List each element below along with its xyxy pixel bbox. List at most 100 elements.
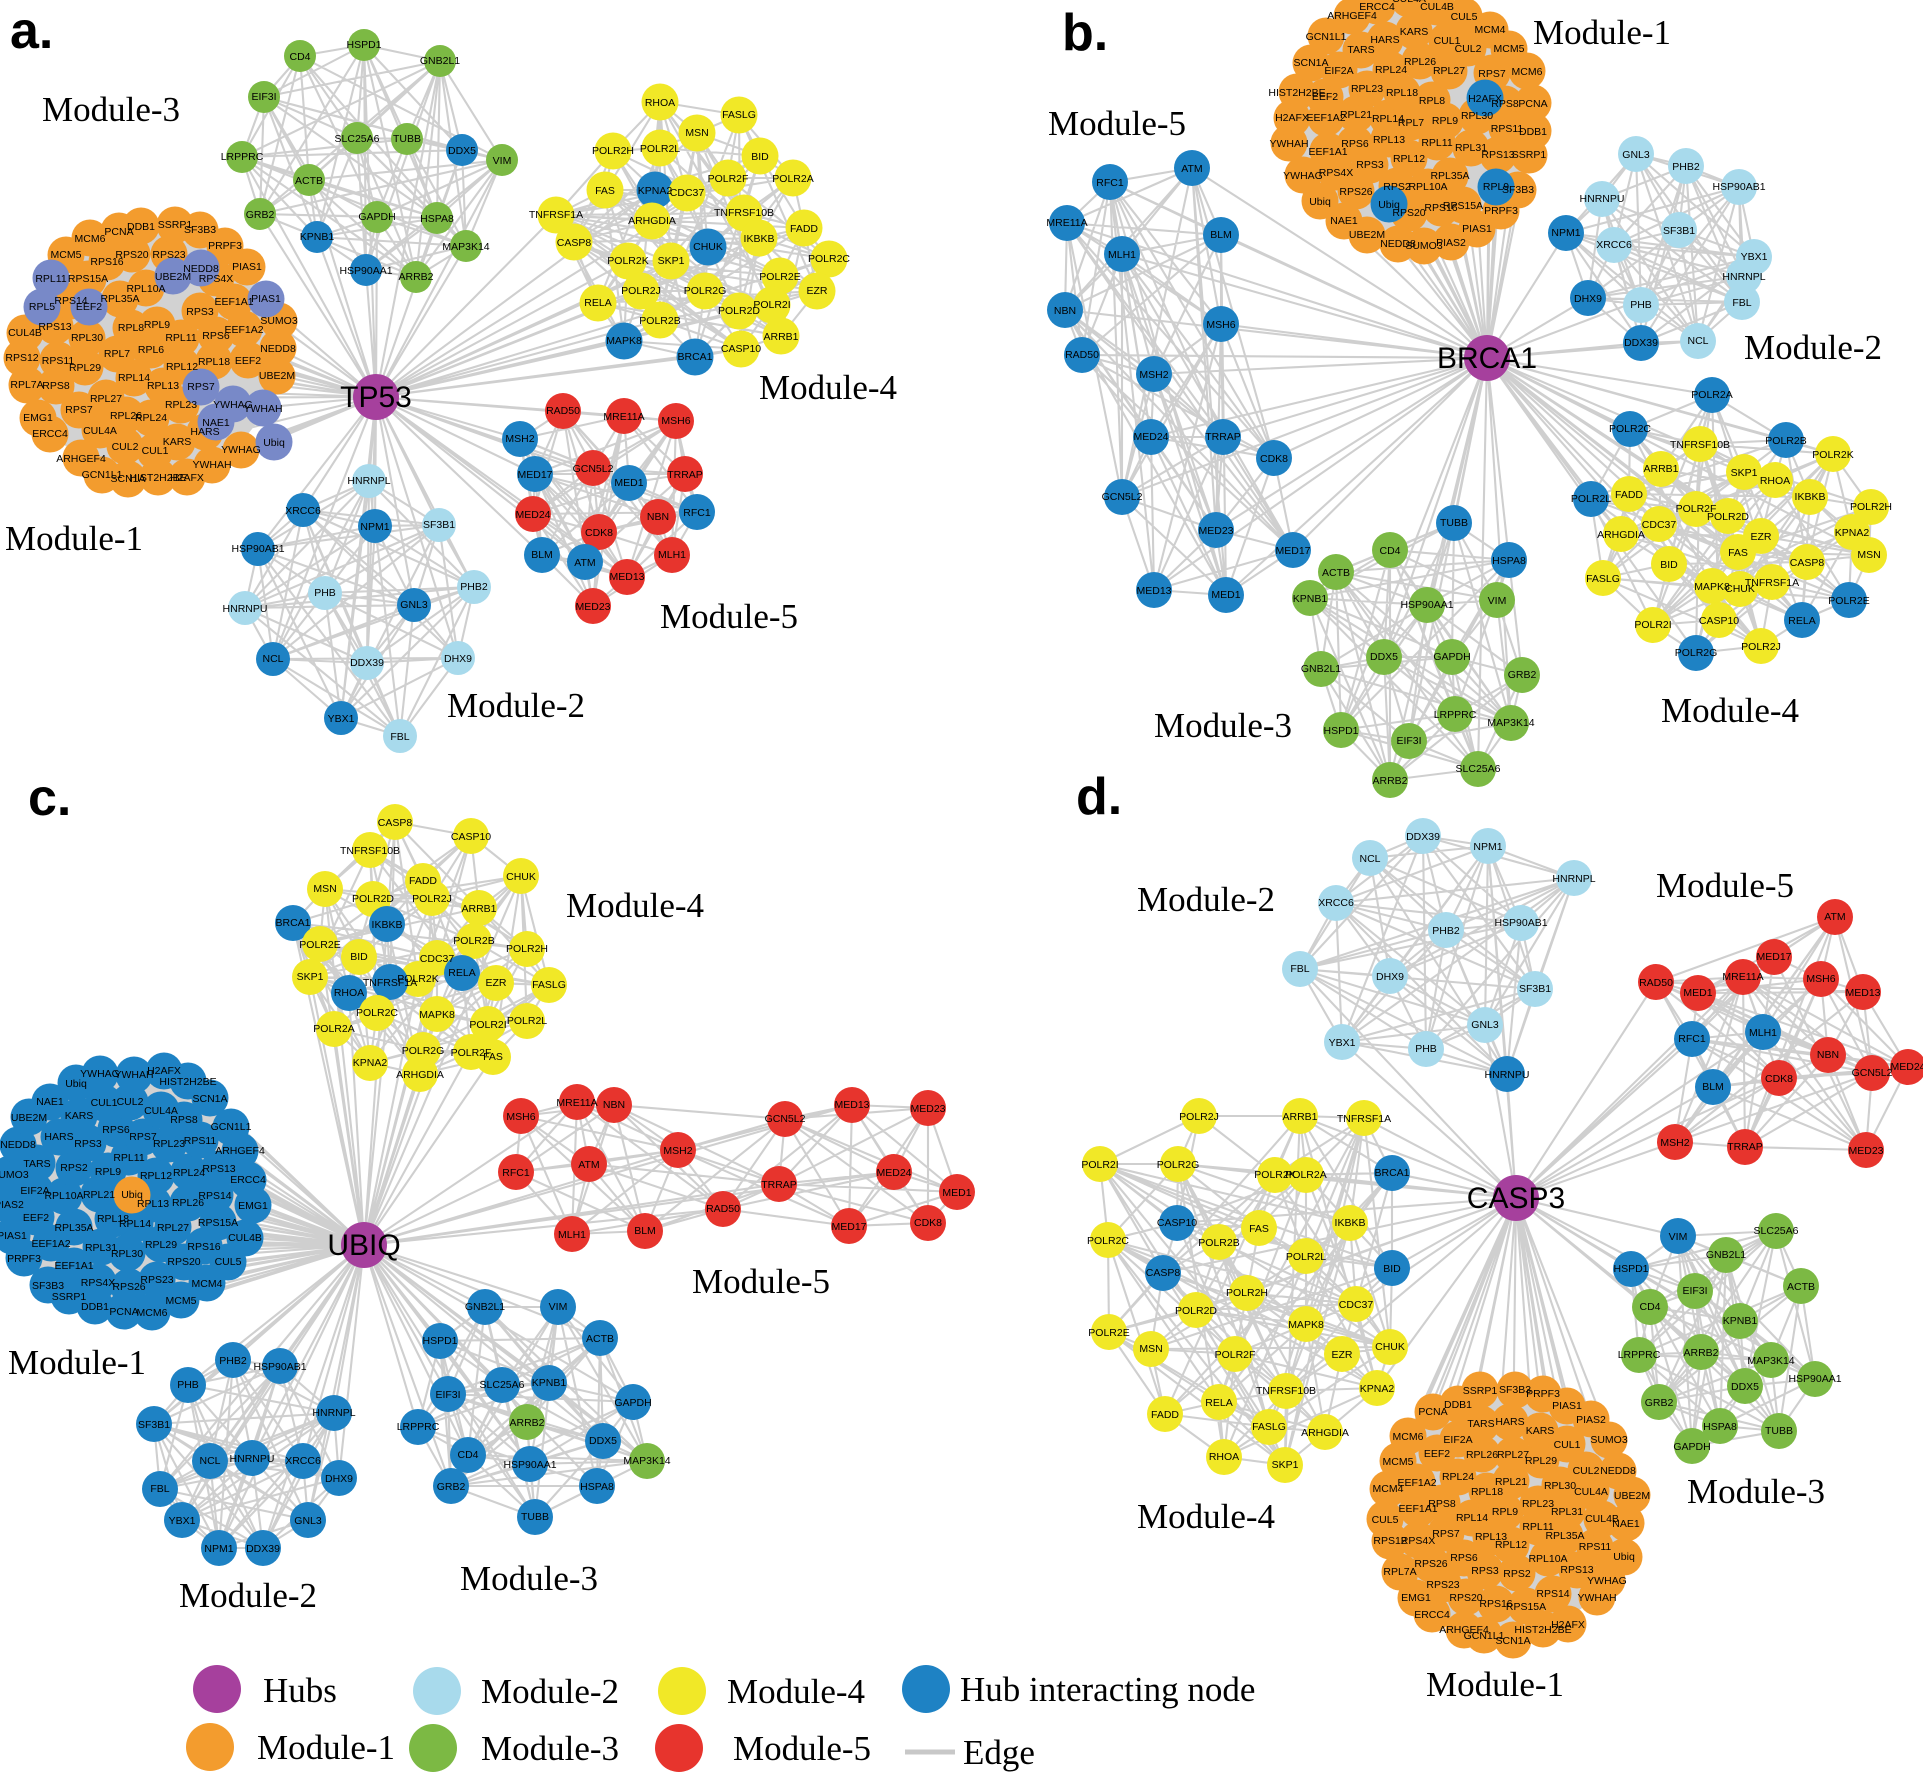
- svg-text:RPL26: RPL26: [1466, 1449, 1498, 1461]
- svg-text:PIAS1: PIAS1: [0, 1230, 27, 1242]
- svg-text:RPL35A: RPL35A: [1430, 170, 1469, 182]
- svg-text:ERCC4: ERCC4: [230, 1174, 266, 1186]
- svg-text:ATM: ATM: [574, 557, 595, 569]
- svg-text:ARHGEF4: ARHGEF4: [215, 1145, 265, 1157]
- svg-text:RPL11: RPL11: [113, 1152, 144, 1164]
- svg-text:CDC37: CDC37: [670, 187, 705, 199]
- svg-text:CASP8: CASP8: [1790, 557, 1825, 569]
- svg-text:c.: c.: [28, 769, 71, 827]
- svg-text:a.: a.: [10, 2, 53, 60]
- svg-text:NPM1: NPM1: [1473, 841, 1502, 853]
- svg-text:TRRAP: TRRAP: [761, 1179, 797, 1191]
- svg-text:RPL24: RPL24: [135, 412, 167, 424]
- svg-text:RELA: RELA: [1788, 615, 1815, 627]
- svg-text:POLR2D: POLR2D: [352, 893, 394, 905]
- svg-text:XRCC6: XRCC6: [1318, 897, 1354, 909]
- svg-text:MCM6: MCM6: [137, 1307, 168, 1319]
- svg-text:HSPD1: HSPD1: [422, 1335, 457, 1347]
- svg-text:YWHAH: YWHAH: [114, 1069, 153, 1081]
- svg-text:RPS23: RPS23: [1426, 1579, 1459, 1591]
- svg-text:RPL35A: RPL35A: [1545, 1530, 1584, 1542]
- svg-text:GCN5L2: GCN5L2: [573, 463, 614, 475]
- svg-text:RPL29: RPL29: [145, 1239, 177, 1251]
- svg-text:MCM4: MCM4: [1373, 1483, 1404, 1495]
- svg-text:MED13: MED13: [834, 1099, 869, 1111]
- svg-text:LRPPRC: LRPPRC: [1618, 1349, 1661, 1361]
- svg-text:RELA: RELA: [584, 297, 611, 309]
- svg-text:EIF2A: EIF2A: [1324, 65, 1353, 77]
- svg-text:SF3B3: SF3B3: [32, 1280, 64, 1292]
- svg-text:EZR: EZR: [1751, 531, 1772, 543]
- svg-text:SSRP1: SSRP1: [1512, 149, 1547, 161]
- svg-text:RPL26: RPL26: [1404, 56, 1436, 68]
- svg-text:RFC1: RFC1: [502, 1167, 530, 1179]
- svg-text:HIST2H2BE: HIST2H2BE: [1268, 87, 1325, 99]
- svg-text:RPL14: RPL14: [119, 1218, 151, 1230]
- svg-text:RPL7A: RPL7A: [1383, 1566, 1416, 1578]
- svg-text:NCL: NCL: [1359, 853, 1380, 865]
- svg-text:Module-3: Module-3: [1154, 706, 1292, 745]
- svg-text:ACTB: ACTB: [295, 175, 323, 187]
- svg-text:RPS6: RPS6: [1450, 1552, 1478, 1564]
- svg-text:SCN1A: SCN1A: [192, 1093, 227, 1105]
- svg-text:RPS14: RPS14: [198, 1190, 231, 1202]
- svg-text:MAPK8: MAPK8: [606, 335, 642, 347]
- svg-text:RHOA: RHOA: [1760, 475, 1790, 487]
- svg-text:CUL4B: CUL4B: [228, 1232, 262, 1244]
- svg-text:PHB2: PHB2: [460, 581, 488, 593]
- svg-text:RPL9: RPL9: [95, 1166, 121, 1178]
- svg-text:POLR2D: POLR2D: [1175, 1305, 1217, 1317]
- svg-text:RPS13: RPS13: [1481, 149, 1514, 161]
- svg-text:MCM6: MCM6: [75, 233, 106, 245]
- svg-text:PIAS1: PIAS1: [1462, 223, 1492, 235]
- svg-text:POLR2H: POLR2H: [506, 943, 548, 955]
- svg-text:ERCC4: ERCC4: [1414, 1609, 1450, 1621]
- svg-text:CUL1: CUL1: [91, 1097, 118, 1109]
- svg-text:HSPD1: HSPD1: [1323, 725, 1358, 737]
- svg-text:DDB1: DDB1: [1444, 1399, 1472, 1411]
- svg-text:RPS8: RPS8: [1491, 98, 1519, 110]
- svg-text:POLR2C: POLR2C: [1609, 423, 1651, 435]
- svg-text:RPL26: RPL26: [110, 410, 142, 422]
- svg-text:Module-2: Module-2: [1744, 328, 1882, 367]
- svg-text:RFC1: RFC1: [1678, 1033, 1706, 1045]
- svg-text:MCM4: MCM4: [192, 1278, 223, 1290]
- svg-text:Module-4: Module-4: [1137, 1497, 1275, 1536]
- svg-text:RPS16: RPS16: [187, 1241, 220, 1253]
- svg-text:ARRB2: ARRB2: [398, 271, 433, 283]
- svg-text:SKP1: SKP1: [1272, 1459, 1299, 1471]
- svg-text:MED24: MED24: [1133, 431, 1168, 443]
- svg-text:RPL14: RPL14: [1456, 1512, 1488, 1524]
- svg-text:RPS6: RPS6: [1341, 138, 1369, 150]
- svg-text:MED1: MED1: [1683, 987, 1712, 999]
- svg-text:CDC37: CDC37: [1642, 519, 1677, 531]
- svg-text:RPS6: RPS6: [202, 330, 230, 342]
- svg-text:EEF1A2: EEF1A2: [224, 324, 263, 336]
- svg-text:PIAS1: PIAS1: [232, 261, 262, 273]
- svg-text:TNFRSF10B: TNFRSF10B: [714, 207, 774, 219]
- svg-text:DDB1: DDB1: [1519, 126, 1547, 138]
- svg-text:Module-4: Module-4: [759, 368, 897, 407]
- svg-text:HSP90AA1: HSP90AA1: [1400, 599, 1453, 611]
- svg-text:RPS3: RPS3: [186, 306, 214, 318]
- svg-text:FASLG: FASLG: [722, 109, 756, 121]
- svg-text:GRB2: GRB2: [1508, 669, 1537, 681]
- svg-text:RPL12: RPL12: [166, 361, 198, 373]
- svg-text:RPL9: RPL9: [1492, 1506, 1518, 1518]
- svg-text:POLR2C: POLR2C: [808, 253, 850, 265]
- svg-text:NEDD8: NEDD8: [0, 1139, 36, 1151]
- svg-text:EEF1A1: EEF1A1: [1398, 1503, 1437, 1515]
- svg-text:HIST2H2BE: HIST2H2BE: [129, 472, 186, 484]
- svg-text:CHUK: CHUK: [693, 241, 723, 253]
- svg-text:RPS7: RPS7: [187, 381, 215, 393]
- svg-text:POLR2E: POLR2E: [1088, 1327, 1129, 1339]
- svg-text:Module-5: Module-5: [1048, 104, 1186, 143]
- svg-text:MCM5: MCM5: [1383, 1456, 1414, 1468]
- svg-text:YWHAH: YWHAH: [192, 459, 231, 471]
- svg-text:PIAS1: PIAS1: [251, 293, 281, 305]
- svg-text:RPL18: RPL18: [198, 356, 230, 368]
- svg-text:MAP3K14: MAP3K14: [623, 1455, 670, 1467]
- svg-text:PRPF3: PRPF3: [208, 240, 242, 252]
- svg-text:ARHGDIA: ARHGDIA: [1301, 1427, 1349, 1439]
- svg-text:HSPA8: HSPA8: [580, 1481, 614, 1493]
